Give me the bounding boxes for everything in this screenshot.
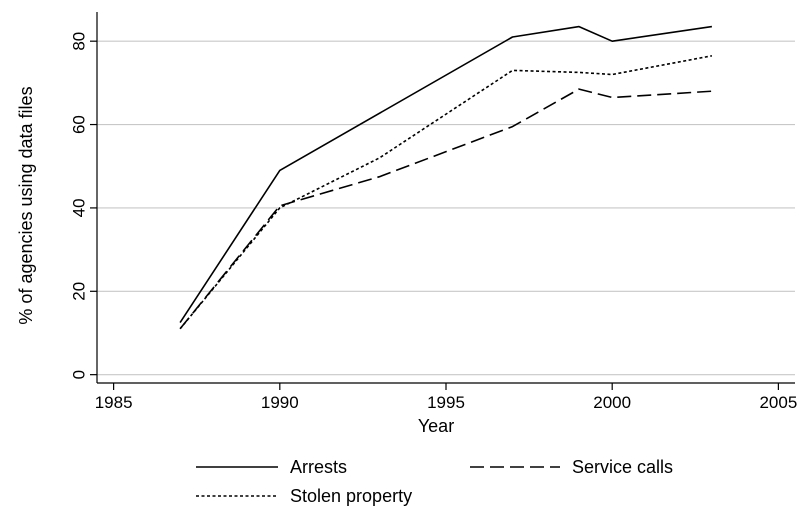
axes: 0 20 40 60 80 1985 1990 1995 2000 2005 — [70, 12, 797, 412]
x-tick-label: 1985 — [95, 393, 133, 412]
x-tick-label: 2005 — [759, 393, 797, 412]
series-lines — [179, 25, 713, 330]
x-axis-title: Year — [418, 416, 454, 436]
grid-lines — [97, 40, 795, 376]
y-tick-label: 20 — [70, 282, 89, 301]
y-axis-title: % of agencies using data files — [16, 86, 36, 324]
y-tick-label: 40 — [70, 198, 89, 217]
legend-label: Arrests — [290, 457, 347, 477]
x-tick-label: 1990 — [261, 393, 299, 412]
y-tick-label: 0 — [70, 370, 89, 379]
series-line-stolen-property — [179, 55, 713, 330]
y-tick-label: 80 — [70, 32, 89, 51]
legend: Arrests Service calls Stolen property — [196, 457, 673, 506]
legend-item-arrests: Arrests — [196, 457, 347, 477]
series-line-service-calls — [179, 88, 712, 330]
legend-label: Stolen property — [290, 486, 412, 506]
x-tick-label: 1995 — [427, 393, 465, 412]
x-tick-label: 2000 — [593, 393, 631, 412]
legend-item-stolen-property: Stolen property — [196, 486, 412, 506]
series-line-arrests — [179, 25, 713, 324]
legend-item-service-calls: Service calls — [470, 457, 673, 477]
y-tick-label: 60 — [70, 115, 89, 134]
legend-label: Service calls — [572, 457, 673, 477]
